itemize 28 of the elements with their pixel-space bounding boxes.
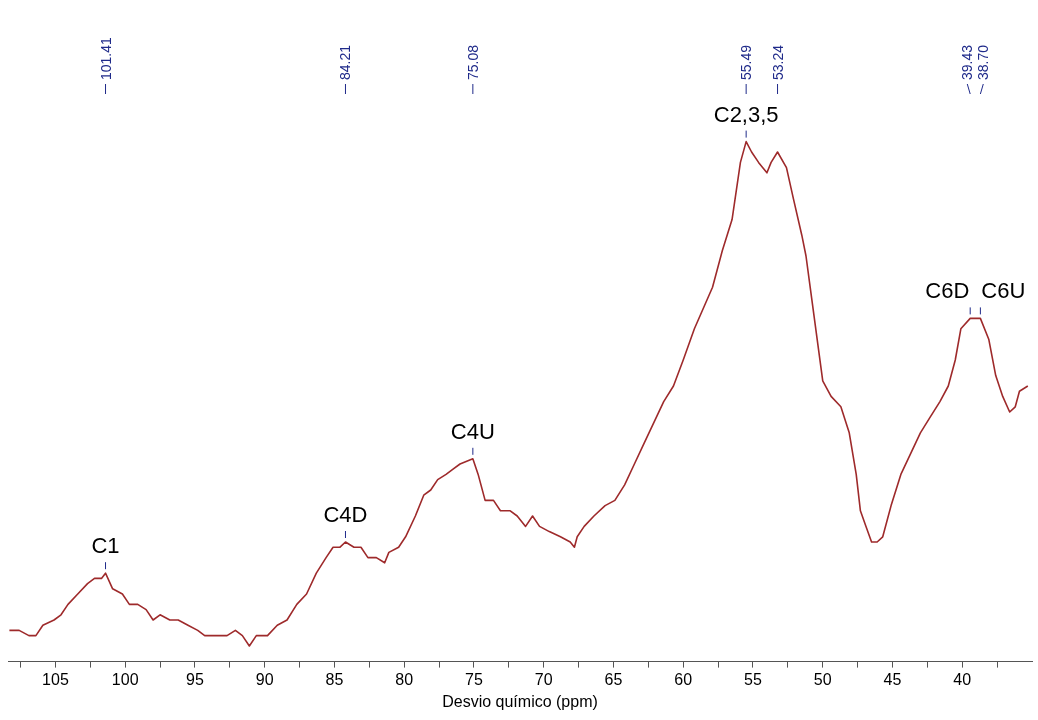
x-tick-label: 55 (744, 670, 762, 688)
x-tick-label: 40 (953, 670, 972, 688)
x-tick-label: 80 (395, 670, 414, 688)
x-tick-label: 65 (604, 670, 623, 688)
x-tick-label: 85 (325, 670, 344, 688)
x-tick-label: 70 (534, 670, 553, 688)
annotation: C4D (323, 502, 368, 527)
annotation: C6U (981, 278, 1026, 304)
annotation: 75.08 (464, 44, 481, 80)
annotation: C4U (450, 418, 495, 444)
annotation: 53.24 (769, 44, 786, 80)
x-axis-title: Desvio químico (ppm) (442, 692, 598, 710)
annotation: 55.49 (738, 44, 755, 80)
annotation: 84.21 (337, 44, 354, 80)
x-tick-label: 75 (465, 670, 483, 688)
x-tick-label: 50 (813, 670, 832, 688)
annotation: 39.43 (959, 44, 976, 80)
annotation: 38.70 (975, 44, 992, 80)
annotation: C6D (925, 278, 970, 304)
annotation: C2,3,5 (713, 101, 779, 127)
x-tick-label: 105 (42, 670, 69, 688)
x-tick-label: 100 (111, 670, 139, 688)
annotation: 101.41 (97, 36, 114, 80)
annotation: C1 (91, 533, 120, 559)
x-tick-label: 60 (674, 670, 693, 688)
x-tick-label: 95 (186, 670, 204, 688)
x-tick-label: 90 (255, 670, 274, 688)
x-tick-label: 45 (883, 670, 902, 688)
